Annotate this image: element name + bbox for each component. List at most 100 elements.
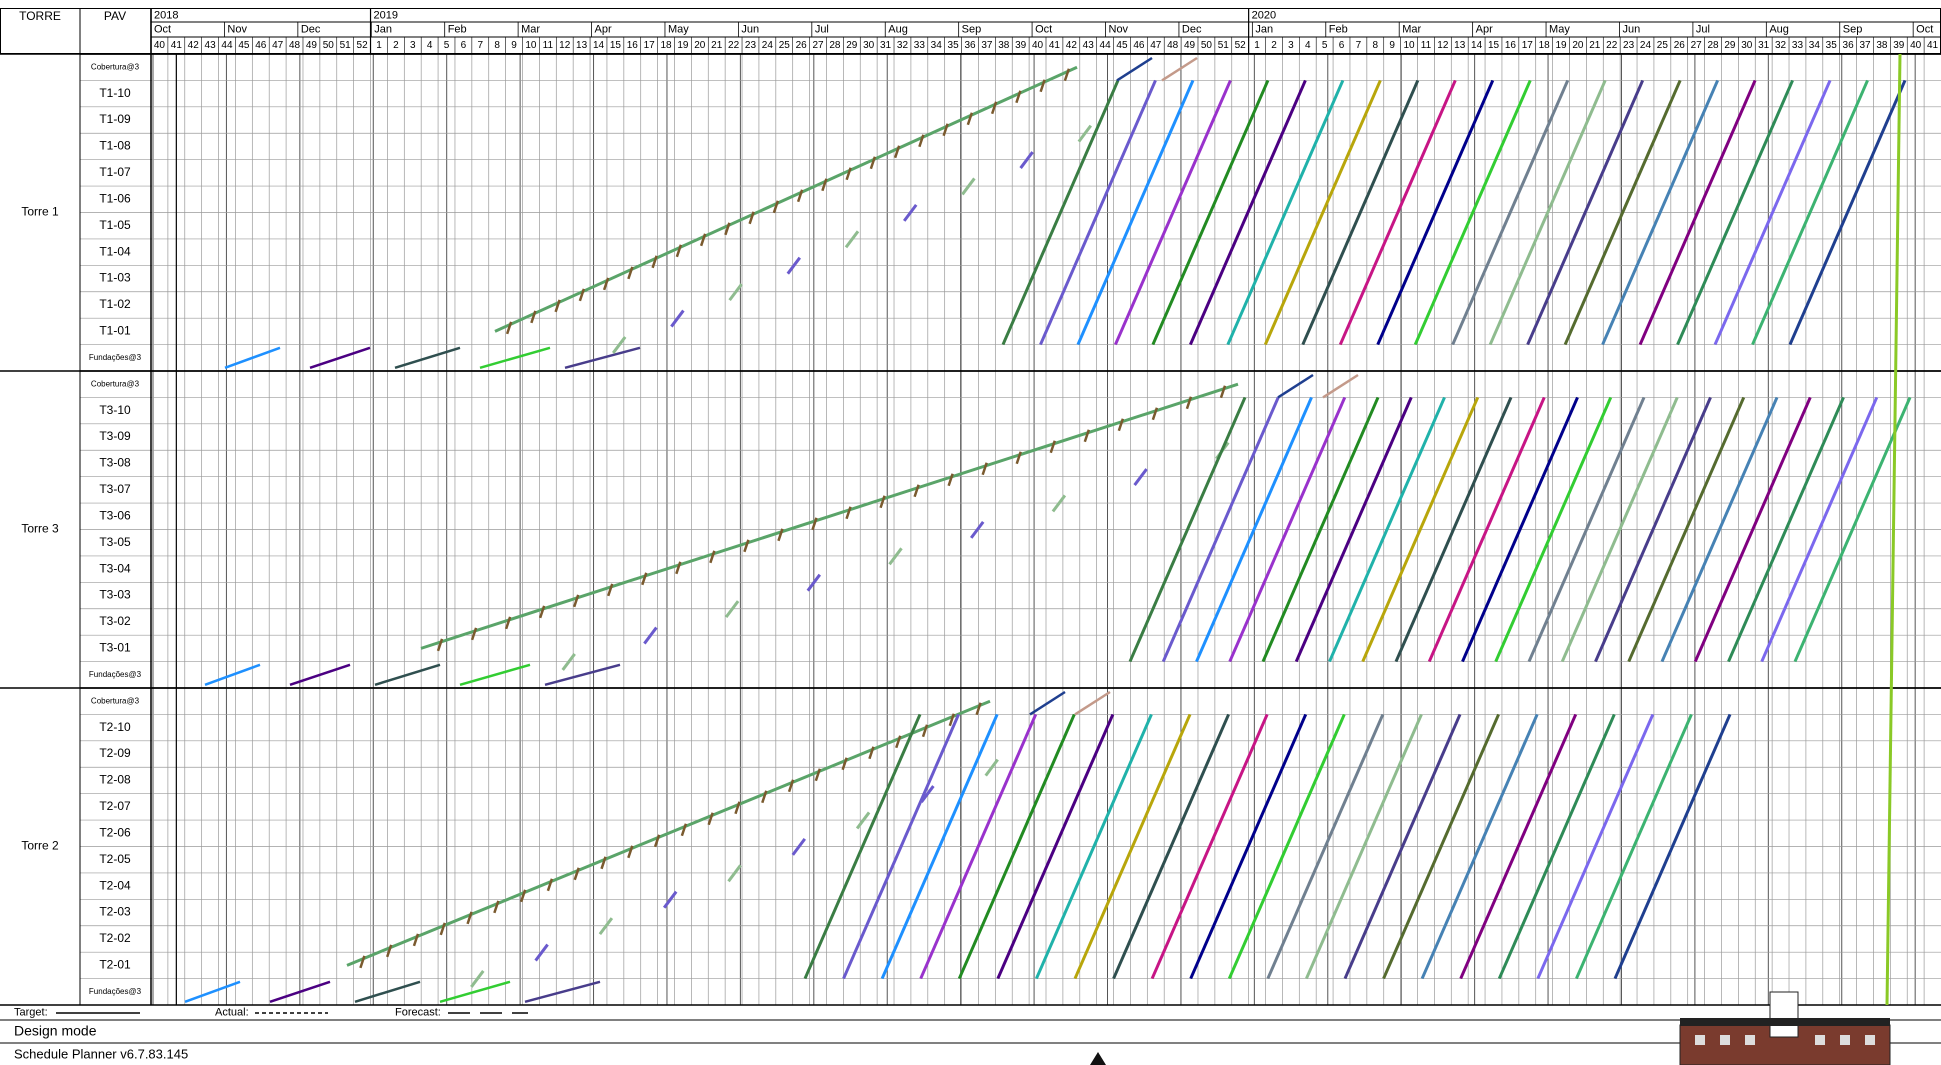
week-label: 3 <box>1288 40 1294 51</box>
foundation-line <box>524 980 601 1003</box>
progress-tick <box>607 583 614 597</box>
activity-line <box>1338 79 1457 346</box>
week-label: 34 <box>1809 40 1821 51</box>
week-label: 23 <box>1623 40 1635 51</box>
week-label: 4 <box>427 40 433 51</box>
progress-tick <box>707 812 714 826</box>
floor-label: T2-04 <box>99 878 131 892</box>
week-label: 12 <box>1437 40 1449 51</box>
roof-line <box>1322 373 1359 399</box>
progress-tick <box>530 310 537 324</box>
forecast-dash <box>1051 494 1067 513</box>
activity-line <box>1112 713 1230 980</box>
progress-tick <box>573 594 580 608</box>
week-label: 48 <box>1167 40 1179 51</box>
week-label: 25 <box>1657 40 1669 51</box>
progress-tick <box>841 757 848 771</box>
month-label: Feb <box>448 23 467 35</box>
week-label: 24 <box>1640 40 1652 51</box>
progress-tick <box>680 823 688 837</box>
foundation-line <box>394 346 461 369</box>
status-text: Design mode <box>14 1023 97 1039</box>
progress-tick <box>895 735 902 749</box>
floor-label: T1-01 <box>99 324 131 338</box>
month-label: Apr <box>595 23 612 35</box>
month-label: Sep <box>962 23 982 35</box>
activity-line <box>1328 396 1446 663</box>
progress-tick <box>879 495 886 509</box>
month-label: Mar <box>1402 23 1421 35</box>
week-label: 14 <box>593 40 605 51</box>
week-label: 33 <box>914 40 926 51</box>
progress-tick <box>505 321 513 335</box>
progress-tick <box>627 845 634 859</box>
month-label: Jan <box>374 23 392 35</box>
activity-line <box>1760 396 1879 663</box>
progress-tick <box>578 288 586 302</box>
week-label: 31 <box>880 40 892 51</box>
progress-tick <box>493 900 500 914</box>
forecast-dash <box>724 600 740 619</box>
activity-line <box>1039 79 1157 346</box>
week-label: 48 <box>289 40 301 51</box>
activity-line <box>1189 713 1308 980</box>
progress-tick <box>868 746 875 760</box>
week-label: 52 <box>357 40 369 51</box>
activity-line <box>1150 713 1269 980</box>
foundation-line <box>439 980 511 1003</box>
week-label: 6 <box>461 40 467 51</box>
activity-line <box>1627 396 1746 663</box>
week-label: 9 <box>511 40 517 51</box>
activity-line <box>1459 713 1578 980</box>
week-label: 47 <box>272 40 284 51</box>
activity-line <box>1394 396 1513 663</box>
week-label: 23 <box>745 40 757 51</box>
activity-line <box>1451 79 1570 346</box>
week-label: 47 <box>1150 40 1162 51</box>
forecast-dash <box>844 230 860 249</box>
week-label: 11 <box>543 40 554 51</box>
week-label: 44 <box>1100 40 1112 51</box>
floor-label: Fundações@3 <box>89 670 142 679</box>
progress-tick <box>814 768 822 782</box>
foundation-line <box>224 346 281 369</box>
week-label: 40 <box>154 40 166 51</box>
progress-tick <box>699 233 707 247</box>
progress-tick <box>981 462 988 476</box>
activity-line <box>1266 713 1385 980</box>
activity-line <box>1343 713 1462 980</box>
activity-line <box>1693 396 1812 663</box>
week-label: 37 <box>981 40 993 51</box>
forecast-dash <box>961 177 976 196</box>
floor-label: T2-06 <box>99 825 131 839</box>
week-label: 51 <box>340 40 352 51</box>
activity-line <box>1076 79 1195 346</box>
month-label: Apr <box>1476 23 1493 35</box>
floor-label: T2-09 <box>99 746 131 760</box>
activity-line <box>919 713 1038 980</box>
week-label: 30 <box>863 40 875 51</box>
week-label: 17 <box>1522 40 1534 51</box>
progress-tick <box>821 178 828 192</box>
activity-line <box>1427 396 1546 663</box>
week-label: 41 <box>1927 40 1939 51</box>
progress-tick <box>990 101 998 115</box>
foundation-line <box>459 663 531 686</box>
week-label: 2 <box>1271 40 1277 51</box>
forecast-dash <box>970 520 985 539</box>
activity-line <box>880 713 999 980</box>
week-label: 45 <box>1116 40 1128 51</box>
month-label: Jun <box>741 23 759 35</box>
forecast-dash <box>903 203 918 222</box>
activity-line <box>1497 713 1616 980</box>
building-roof <box>1680 1018 1890 1026</box>
progress-tick <box>893 145 901 159</box>
week-label: 20 <box>694 40 706 51</box>
progress-tick <box>651 255 658 269</box>
activity-line <box>996 713 1115 980</box>
floor-label: Cobertura@3 <box>91 62 140 71</box>
floor-label: T2-02 <box>99 931 131 945</box>
activity-line <box>1751 79 1869 346</box>
progress-tick <box>470 627 478 641</box>
finish-line <box>1885 53 1902 1006</box>
